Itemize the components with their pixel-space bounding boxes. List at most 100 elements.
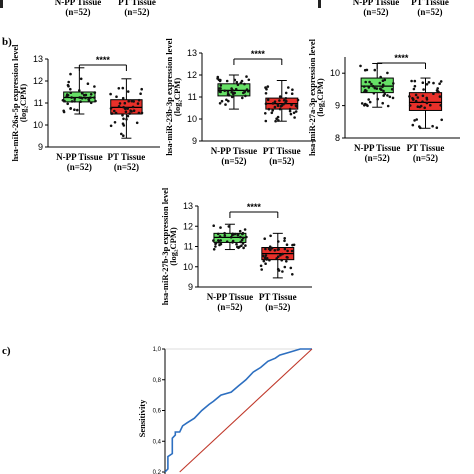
data-point xyxy=(219,239,222,242)
data-point xyxy=(121,114,124,117)
panel-b-label: b) xyxy=(2,36,12,48)
data-point xyxy=(289,112,293,116)
data-point xyxy=(241,96,244,100)
top-edge-mark-left xyxy=(0,0,3,8)
data-point xyxy=(216,232,220,236)
data-point xyxy=(421,100,424,103)
data-point xyxy=(245,75,248,78)
data-point xyxy=(242,91,245,95)
data-point xyxy=(245,235,248,239)
data-point xyxy=(435,126,439,129)
data-point xyxy=(128,112,131,115)
y-tick-label: 12 xyxy=(33,76,43,86)
data-point xyxy=(273,105,277,109)
data-point xyxy=(244,94,247,98)
data-point xyxy=(413,79,417,83)
data-point xyxy=(418,105,422,109)
data-point xyxy=(266,98,270,102)
data-point xyxy=(279,253,282,257)
data-point xyxy=(124,110,128,113)
data-point xyxy=(277,119,280,122)
data-point xyxy=(239,235,242,239)
top-edge-mark-mid xyxy=(318,0,321,8)
data-point xyxy=(80,92,84,95)
top-label-pt-right: PT Tissue xyxy=(411,0,449,7)
data-point xyxy=(233,78,237,82)
data-point xyxy=(241,231,245,235)
data-point xyxy=(218,243,221,247)
data-point xyxy=(87,97,91,101)
data-point xyxy=(290,249,294,253)
data-point xyxy=(432,92,435,95)
x-tick-label: N-PP Tissue xyxy=(354,143,400,153)
x-tick-n: (n=52) xyxy=(67,162,92,172)
data-point xyxy=(224,103,227,106)
data-point xyxy=(423,106,427,110)
data-point xyxy=(120,132,123,136)
data-point xyxy=(214,245,217,248)
data-point xyxy=(225,240,229,243)
data-point xyxy=(408,95,411,98)
data-point xyxy=(65,93,69,96)
data-point xyxy=(411,96,414,100)
data-point xyxy=(264,262,267,266)
data-point xyxy=(381,79,385,82)
data-point xyxy=(137,98,141,102)
y-tick-label: 12 xyxy=(183,221,193,231)
data-point xyxy=(375,87,379,90)
data-point xyxy=(129,109,132,112)
data-point xyxy=(259,264,263,268)
data-point xyxy=(264,92,268,95)
data-point xyxy=(292,111,296,115)
data-point xyxy=(379,87,382,90)
data-point xyxy=(283,265,287,269)
data-point xyxy=(139,92,142,95)
data-point xyxy=(268,245,272,248)
significance-label: **** xyxy=(394,53,409,63)
x-tick-label: PT Tissue xyxy=(407,143,445,153)
data-point xyxy=(264,102,268,105)
y-tick-label: 13 xyxy=(33,54,43,64)
data-point xyxy=(427,81,431,84)
data-point xyxy=(386,104,390,108)
data-point xyxy=(136,102,140,105)
data-point xyxy=(265,87,268,91)
data-point xyxy=(388,95,392,99)
data-point xyxy=(140,111,144,115)
data-point xyxy=(281,270,284,273)
data-point xyxy=(382,89,385,93)
data-point xyxy=(421,94,425,98)
y-axis-unit: (log₂CPM) xyxy=(18,84,28,123)
data-point xyxy=(212,248,216,251)
data-point xyxy=(288,109,292,113)
y-tick-label: 10 xyxy=(183,262,193,272)
data-point xyxy=(69,87,72,91)
data-point xyxy=(379,75,383,79)
data-point xyxy=(69,91,73,94)
data-point xyxy=(122,134,125,137)
data-point xyxy=(212,224,215,227)
x-tick-n: (n=52) xyxy=(221,156,246,166)
data-point xyxy=(218,87,221,90)
data-point xyxy=(438,82,441,85)
data-point xyxy=(359,64,362,68)
y-tick-label: 9 xyxy=(335,101,340,111)
y-axis-label: hsa-miR-26a-5p expression level xyxy=(10,44,20,162)
data-point xyxy=(230,95,234,99)
y-tick-label: 8 xyxy=(335,133,340,143)
y-tick-label: 10 xyxy=(187,114,197,124)
data-point xyxy=(219,78,222,82)
data-point xyxy=(293,116,296,119)
data-point xyxy=(414,99,418,103)
data-point xyxy=(438,95,442,98)
y-tick-label: 11 xyxy=(34,98,43,108)
data-point xyxy=(70,100,74,103)
data-point xyxy=(264,254,268,257)
data-point xyxy=(237,246,240,250)
data-point xyxy=(264,112,267,115)
data-point xyxy=(290,103,293,107)
data-point xyxy=(223,234,227,237)
data-point xyxy=(271,109,275,112)
data-point xyxy=(439,80,443,83)
data-point xyxy=(296,98,300,102)
